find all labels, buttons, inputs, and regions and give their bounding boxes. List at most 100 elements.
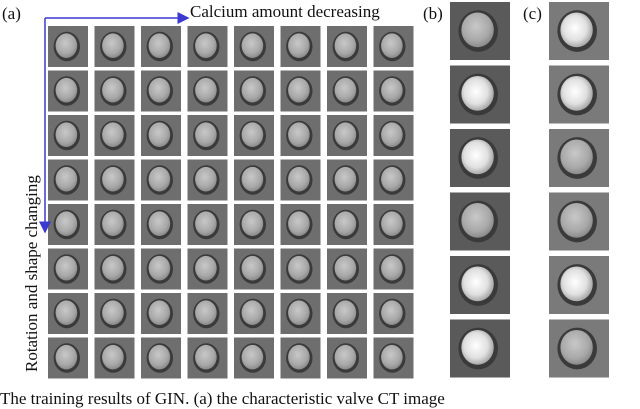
- valve: [381, 77, 403, 103]
- ct-image: [48, 70, 88, 112]
- ct-image: [141, 204, 181, 245]
- valve: [334, 77, 357, 103]
- valve: [334, 122, 357, 147]
- ct-image: [373, 159, 414, 201]
- valve: [461, 75, 494, 111]
- caption: The training results of GIN. (a) the cha…: [0, 389, 445, 408]
- valve: [381, 33, 403, 58]
- y-axis-label: Rotation and shape changing: [22, 175, 41, 372]
- ct-image: [187, 70, 228, 112]
- ct-image: [187, 293, 228, 334]
- valve: [148, 166, 171, 192]
- ct-image: [373, 26, 414, 67]
- x-axis-label: Calcium amount decreasing: [190, 2, 380, 21]
- valve: [55, 255, 78, 281]
- ct-image: [234, 337, 274, 379]
- valve: [148, 300, 171, 325]
- ct-image: [549, 319, 609, 378]
- valve: [560, 202, 593, 238]
- valve: [195, 33, 217, 58]
- ct-image: [450, 192, 510, 251]
- ct-image: [280, 248, 321, 290]
- ct-image: [187, 337, 228, 379]
- valve: [461, 139, 494, 175]
- ct-image: [450, 2, 510, 60]
- ct-image: [187, 26, 228, 67]
- ct-image: [280, 70, 321, 112]
- ct-image: [280, 159, 321, 201]
- ct-image: [549, 2, 609, 60]
- valve: [102, 166, 124, 192]
- valve: [148, 77, 171, 103]
- ct-image: [327, 70, 367, 112]
- valve: [560, 12, 593, 48]
- valve: [55, 33, 78, 58]
- valve: [55, 166, 78, 192]
- ct-image: [48, 293, 88, 334]
- valve: [195, 211, 217, 236]
- panel-label: (a): [2, 4, 21, 23]
- ct-image: [549, 65, 609, 124]
- ct-image: [94, 26, 135, 67]
- ct-image: [234, 159, 274, 201]
- valve: [241, 77, 264, 103]
- valve: [334, 166, 357, 192]
- ct-image: [187, 115, 228, 156]
- valve: [381, 211, 403, 236]
- ct-image: [187, 159, 228, 201]
- ct-image: [450, 319, 510, 378]
- ct-image: [450, 129, 510, 187]
- ct-image: [234, 293, 274, 334]
- ct-image: [94, 337, 135, 379]
- ct-image: [187, 248, 228, 290]
- ct-image: [48, 204, 88, 245]
- ct-image: [280, 293, 321, 334]
- ct-image: [234, 115, 274, 156]
- ct-image: [549, 129, 609, 187]
- valve: [148, 211, 171, 236]
- ct-image: [373, 337, 414, 379]
- valve: [334, 344, 357, 370]
- valve: [241, 166, 264, 192]
- valve: [102, 211, 124, 236]
- valve: [381, 344, 403, 370]
- ct-image: [48, 337, 88, 379]
- ct-image: [327, 248, 367, 290]
- ct-image: [48, 26, 88, 67]
- valve: [288, 77, 310, 103]
- ct-image: [327, 293, 367, 334]
- valve: [55, 211, 78, 236]
- valve: [148, 255, 171, 281]
- valve: [195, 300, 217, 325]
- valve: [381, 122, 403, 147]
- ct-image: [327, 159, 367, 201]
- valve: [288, 122, 310, 147]
- valve: [288, 166, 310, 192]
- valve: [381, 300, 403, 325]
- ct-image: [48, 159, 88, 201]
- valve: [241, 122, 264, 147]
- valve: [195, 166, 217, 192]
- ct-image: [280, 204, 321, 245]
- ct-image: [450, 65, 510, 124]
- panel-b-images: [450, 2, 510, 378]
- ct-image: [234, 70, 274, 112]
- ct-image: [141, 115, 181, 156]
- valve: [560, 139, 593, 175]
- ct-image: [373, 293, 414, 334]
- valve: [102, 33, 124, 58]
- valve: [102, 255, 124, 281]
- valve: [102, 77, 124, 103]
- valve: [334, 300, 357, 325]
- valve: [102, 122, 124, 147]
- valve: [461, 202, 494, 238]
- valve: [334, 33, 357, 58]
- valve: [241, 33, 264, 58]
- valve: [55, 77, 78, 103]
- valve: [55, 300, 78, 325]
- ct-image: [94, 204, 135, 245]
- panel-c-images: [549, 2, 609, 378]
- ct-image: [48, 248, 88, 290]
- valve: [195, 122, 217, 147]
